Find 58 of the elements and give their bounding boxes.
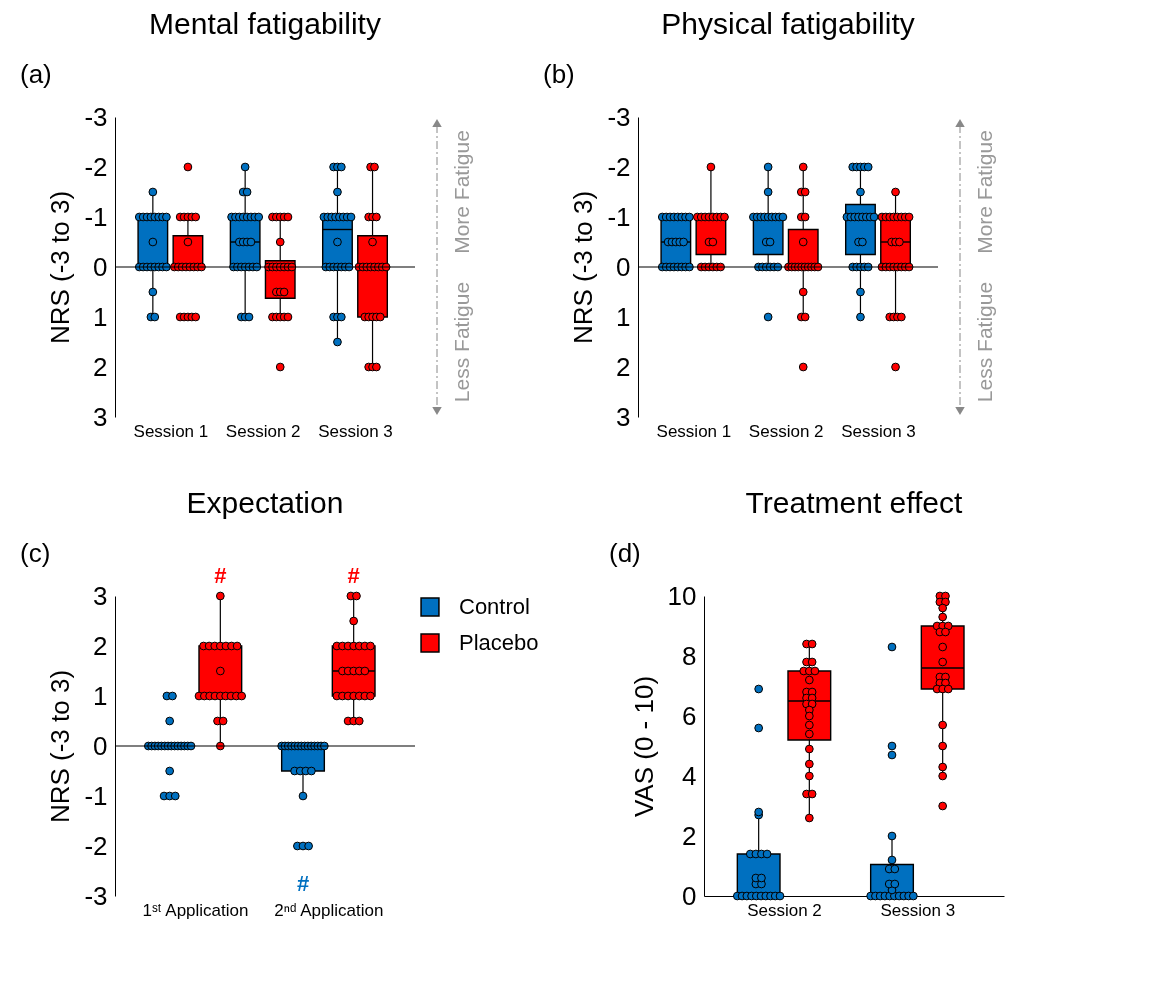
y-tick-label: 3 (93, 401, 108, 432)
text: More Fatigue (450, 130, 473, 254)
x-tick-label: Session 1 (656, 421, 732, 441)
text: (d) (609, 538, 641, 568)
x-tick-label: Session 3 (318, 421, 393, 441)
y-axis-title: VAS (0 - 10) (628, 675, 659, 818)
text: Less Fatigue (450, 281, 473, 403)
y-tick-label: 1 (93, 301, 108, 332)
text: Less Fatigue (973, 281, 996, 403)
y-tick-label: -2 (607, 151, 631, 182)
y-tick-label: 2 (682, 820, 697, 851)
y-tick-label: -3 (84, 101, 108, 132)
x-tick-label: Session 3 (841, 421, 916, 441)
y-tick-label: 2 (616, 351, 631, 382)
x-tick-label: 2ⁿᵈ Application (274, 900, 384, 920)
text: # (214, 563, 227, 588)
text: (b) (543, 59, 575, 89)
y-tick-label: 3 (93, 580, 108, 611)
x-tick-label: Session 3 (880, 900, 956, 920)
y-axis-title: NRS (-3 to 3) (45, 669, 76, 824)
text: (a) (20, 59, 52, 89)
x-tick-label: Session 1 (133, 421, 209, 441)
y-tick-label: -3 (607, 101, 631, 132)
y-axis-title: NRS (-3 to 3) (45, 190, 76, 345)
chart-title: Mental fatigability (149, 7, 381, 40)
y-tick-label: 0 (93, 730, 108, 761)
y-axis-title: NRS (-3 to 3) (568, 190, 599, 345)
text: (c) (20, 538, 51, 568)
y-tick-label: -3 (84, 880, 108, 911)
chart-title: Treatment effect (745, 486, 964, 519)
y-tick-label: -1 (84, 201, 108, 232)
x-tick-label: Session 2 (225, 421, 301, 441)
chart-title: Physical fatigability (661, 7, 915, 40)
y-tick-label: -1 (84, 780, 108, 811)
y-tick-label: 2 (93, 630, 108, 661)
y-tick-label: 10 (667, 580, 697, 611)
y-tick-label: 8 (682, 640, 697, 671)
y-tick-label: -2 (84, 151, 108, 182)
annotation: # (296, 871, 310, 896)
legend-label: Placebo (459, 630, 539, 655)
y-tick-label: 3 (616, 401, 631, 432)
y-tick-label: -2 (84, 830, 108, 861)
y-tick-label: 1 (616, 301, 631, 332)
y-tick-label: 0 (93, 251, 108, 282)
text: More Fatigue (973, 130, 996, 254)
chart-title: Expectation (186, 486, 344, 519)
x-tick-label: 1ˢᵗ Application (142, 900, 249, 920)
x-tick-label: Session 2 (748, 421, 824, 441)
y-tick-label: -1 (607, 201, 631, 232)
text: # (347, 563, 360, 588)
y-tick-label: 0 (682, 880, 697, 911)
y-tick-label: 2 (93, 351, 108, 382)
y-tick-label: 6 (682, 700, 697, 731)
legend-label: Control (459, 594, 530, 619)
y-tick-label: 0 (616, 251, 631, 282)
x-tick-label: Session 2 (747, 900, 822, 920)
y-tick-label: 4 (682, 760, 697, 791)
y-tick-label: 1 (93, 680, 108, 711)
